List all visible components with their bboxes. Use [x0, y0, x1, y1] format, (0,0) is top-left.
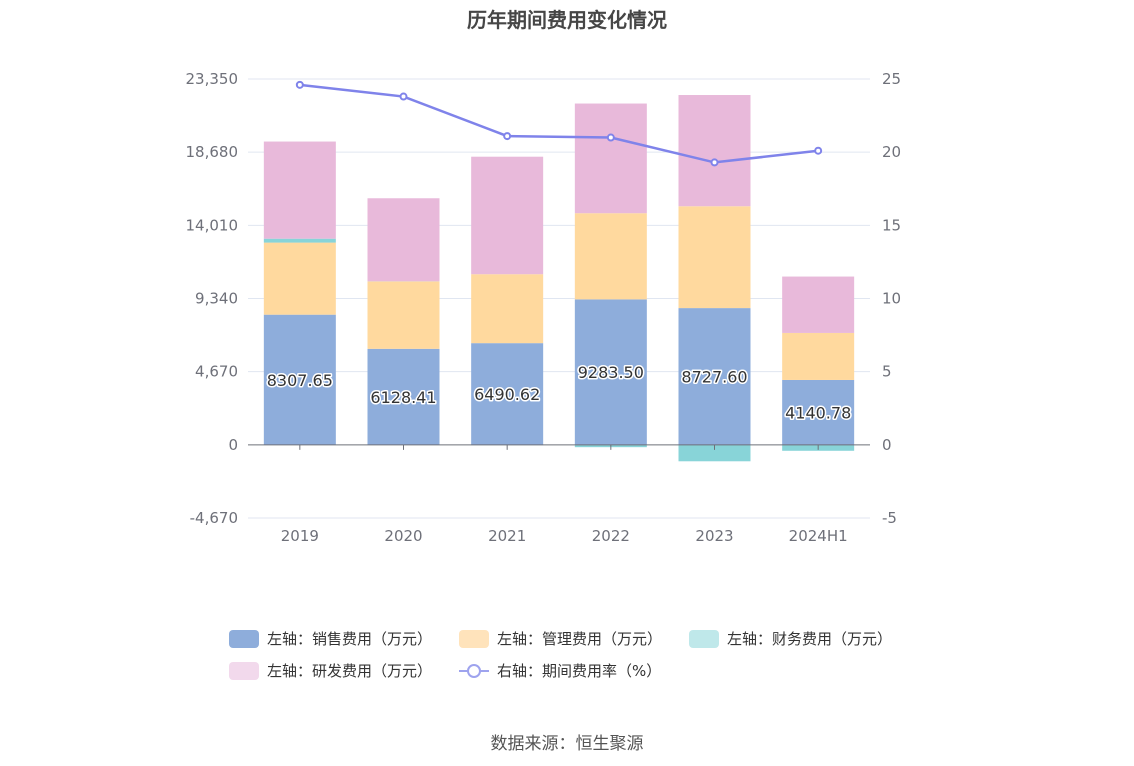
- right-tick-label: 15: [882, 216, 901, 234]
- category-label: 2020: [384, 527, 422, 545]
- legend-swatch-icon: [229, 629, 259, 648]
- bar-rd: [678, 95, 751, 207]
- category-label: 2024H1: [789, 527, 848, 545]
- bar-label-layer: 8307.65 6128.41 6490.62 9283.50 8727.60 4140.…: [265, 362, 853, 424]
- legend-item-rd[interactable]: 左轴：研发费用（万元）: [229, 660, 432, 681]
- bar-sales: [471, 343, 544, 445]
- legend-item-rate[interactable]: 右轴：期间费用率（%）: [459, 660, 661, 681]
- chart-canvas: 23,350 25 18,680 20 14,010 15 9,340 10 4,670 5 0 0 -…: [186, 70, 902, 545]
- rate-point: [606, 133, 615, 142]
- left-tick-label: -4,670: [190, 509, 238, 527]
- rate-point: [295, 80, 304, 89]
- legend-swatch-icon: [229, 661, 259, 680]
- right-tick-label: -5: [882, 509, 897, 527]
- right-tick-label: 0: [882, 436, 892, 454]
- bar-value-label: 8727.60: [681, 367, 747, 386]
- legend-item-sales[interactable]: 左轴：销售费用（万元）: [229, 628, 432, 649]
- rate-point: [399, 92, 408, 101]
- bar-admin: [263, 242, 336, 315]
- bar-sales: [263, 314, 336, 445]
- category-label: 2023: [695, 527, 733, 545]
- axis-layer: 23,350 25 18,680 20 14,010 15 9,340 10 4,670 5 0 0 -…: [186, 70, 902, 545]
- bar-admin: [367, 281, 440, 349]
- legend-swatch-icon: [689, 629, 719, 648]
- legend-label: 右轴：期间费用率（%）: [497, 662, 662, 680]
- left-tick-label: 18,680: [186, 143, 239, 161]
- legend-label: 左轴：财务费用（万元）: [727, 630, 893, 648]
- left-tick-label: 9,340: [195, 290, 238, 308]
- bar-sales: [678, 308, 751, 445]
- bar-admin: [678, 206, 751, 309]
- category-label: 2022: [592, 527, 630, 545]
- bar-rd: [367, 198, 440, 282]
- legend-item-admin[interactable]: 左轴：管理费用（万元）: [459, 628, 662, 649]
- bar-value-label: 9283.50: [578, 363, 644, 382]
- left-tick-label: 23,350: [186, 70, 239, 88]
- bar-sales: [782, 379, 855, 445]
- right-tick-label: 5: [882, 363, 892, 381]
- data-source: 数据来源：恒生聚源: [490, 734, 644, 754]
- legend-label: 左轴：研发费用（万元）: [267, 662, 433, 680]
- bar-value-label: 6490.62: [474, 385, 540, 404]
- right-tick-label: 10: [882, 290, 901, 308]
- right-tick-label: 25: [882, 70, 901, 88]
- bar-finance: [678, 444, 751, 462]
- rate-point: [710, 158, 719, 167]
- bar-value-label: 6128.41: [370, 388, 436, 407]
- rate-line: [299, 83, 819, 164]
- bar-value-label: 4140.78: [785, 403, 851, 422]
- left-tick-label: 14,010: [186, 216, 239, 234]
- chart-title: 历年期间费用变化情况: [467, 8, 667, 32]
- bar-rd: [263, 141, 336, 239]
- bar-layer: [263, 95, 855, 462]
- legend-item-finance[interactable]: 左轴：财务费用（万元）: [689, 628, 892, 649]
- category-label: 2021: [488, 527, 526, 545]
- right-tick-label: 20: [882, 143, 901, 161]
- left-tick-label: 4,670: [195, 363, 238, 381]
- rate-point: [814, 146, 823, 155]
- bar-rd: [471, 156, 544, 275]
- bar-admin: [471, 274, 544, 344]
- category-label: 2019: [281, 527, 319, 545]
- bar-value-label: 8307.65: [267, 371, 333, 390]
- legend-label: 左轴：销售费用（万元）: [267, 630, 433, 648]
- legend-swatch-icon: [459, 629, 489, 648]
- bar-rd: [782, 276, 855, 333]
- bar-admin: [574, 213, 647, 300]
- legend-label: 左轴：管理费用（万元）: [497, 630, 663, 648]
- grid-lines: [248, 78, 870, 519]
- bar-rd: [574, 103, 647, 214]
- rate-point: [503, 132, 512, 141]
- bar-finance: [263, 238, 336, 243]
- bar-sales: [574, 299, 647, 445]
- left-tick-label: 0: [228, 436, 238, 454]
- bar-admin: [782, 332, 855, 380]
- rate-line-layer: [295, 80, 823, 167]
- legend-line-marker-icon: [459, 662, 489, 680]
- bar-sales: [367, 348, 440, 445]
